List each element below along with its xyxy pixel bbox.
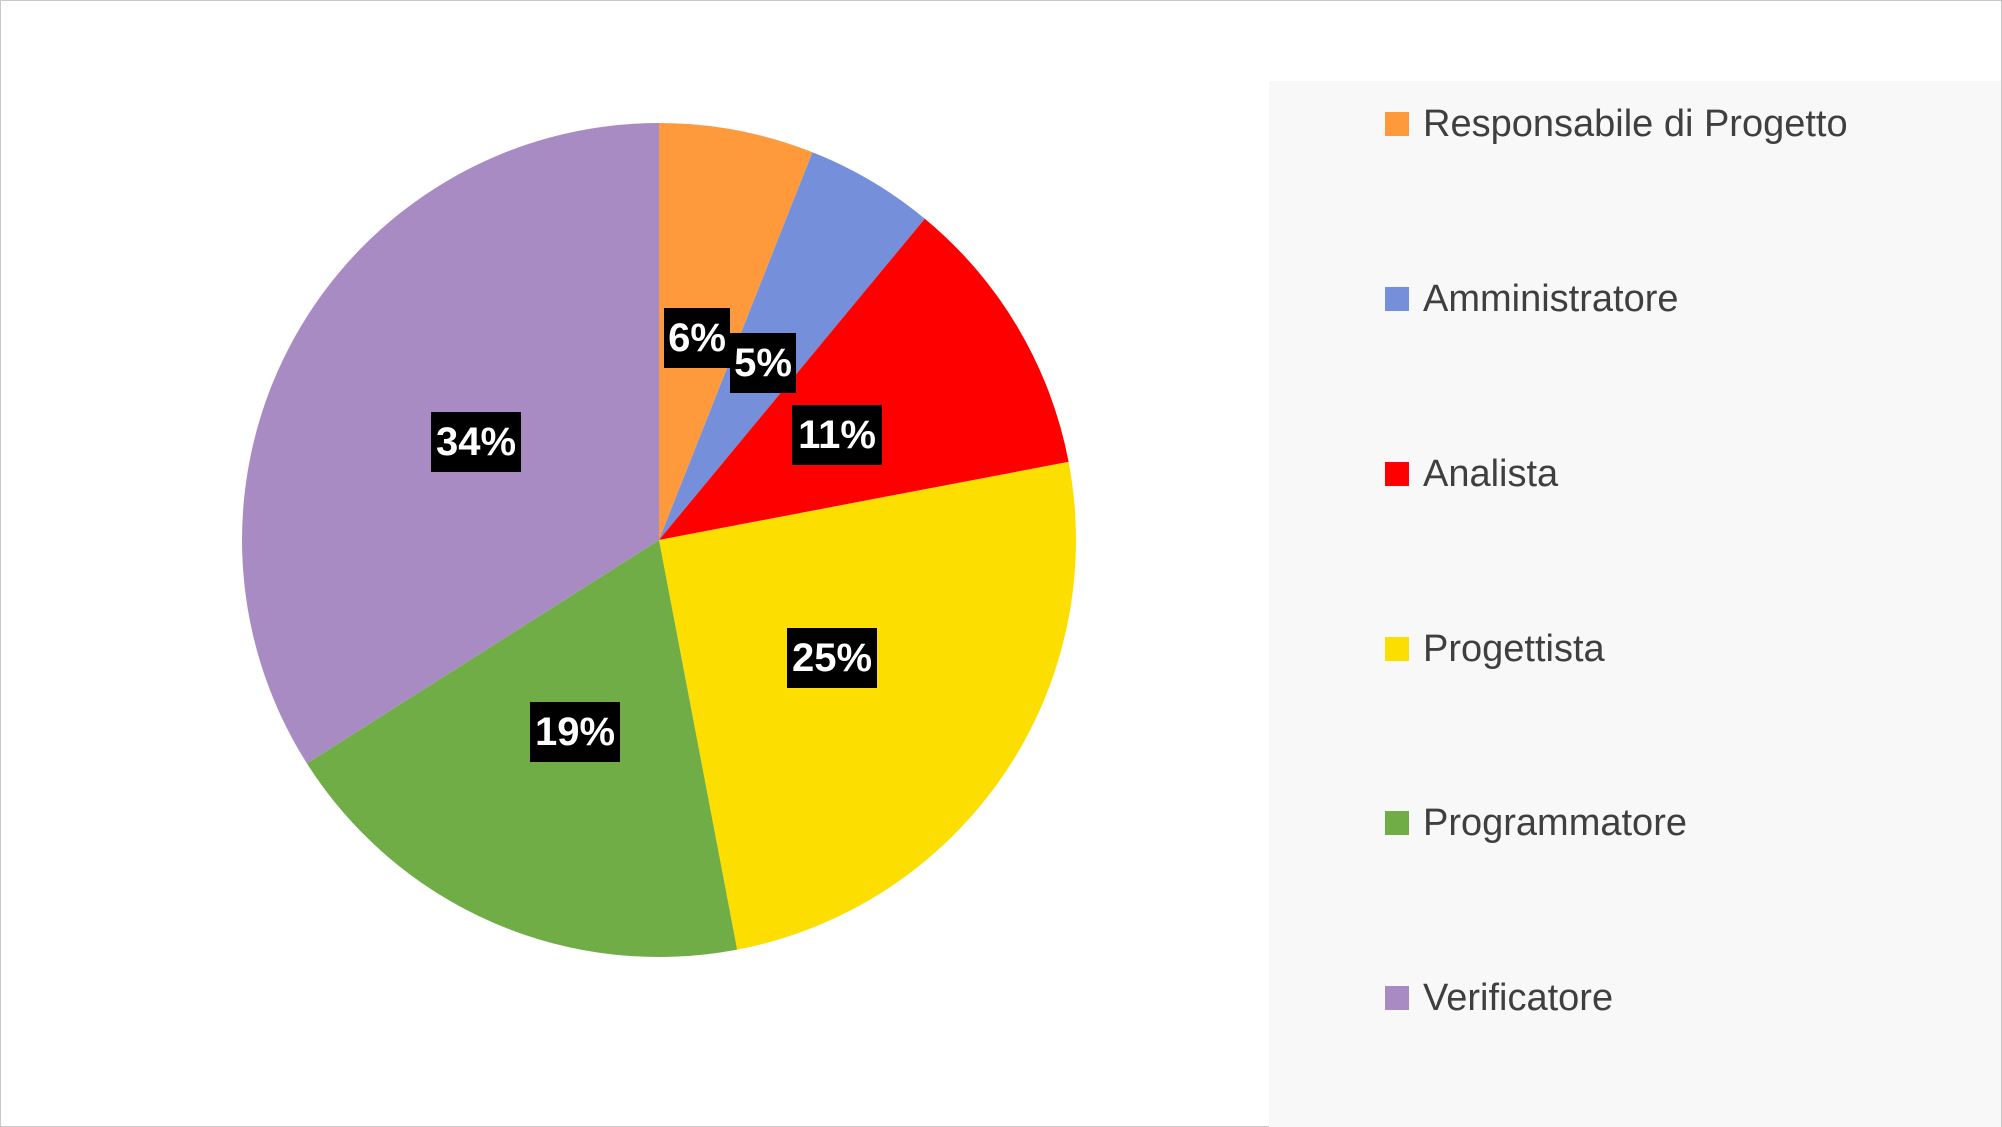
data-label-box xyxy=(431,412,521,472)
legend-label: Analista xyxy=(1423,452,1559,495)
legend-item-amministratore: Amministratore xyxy=(1385,274,1679,324)
data-label-text: 19% xyxy=(535,710,615,754)
legend-label: Responsabile di Progetto xyxy=(1423,102,1848,145)
data-label-box xyxy=(792,405,882,465)
legend-item-programmatore: Programmatore xyxy=(1385,798,1687,848)
legend-item-verificatore: Verificatore xyxy=(1385,973,1613,1023)
data-label-amministratore: 5% xyxy=(730,333,796,393)
legend-label: Verificatore xyxy=(1423,976,1614,1019)
legend-item-progettista: Progettista xyxy=(1385,624,1605,674)
legend-swatch xyxy=(1385,811,1409,835)
data-label-box xyxy=(730,333,796,393)
legend-label: Programmatore xyxy=(1423,801,1687,844)
legend-item-analista: Analista xyxy=(1385,449,1558,499)
data-label-programmatore: 19% xyxy=(530,702,620,762)
legend-label: Progettista xyxy=(1423,627,1605,670)
data-label-box xyxy=(787,628,877,688)
data-label-text: 6% xyxy=(668,316,726,360)
legend-swatch xyxy=(1385,112,1409,136)
data-label-verificatore: 34% xyxy=(431,412,521,472)
legend-swatch xyxy=(1385,287,1409,311)
legend-label: Amministratore xyxy=(1423,277,1679,320)
pie-slice-programmatore xyxy=(306,540,738,957)
pie-slice-analista xyxy=(659,218,1069,540)
data-label-responsabile-di-progetto: 6% xyxy=(664,308,730,368)
legend-item-responsabile-di-progetto: Responsabile di Progetto xyxy=(1385,99,1848,149)
legend: Responsabile di Progetto Amministratore … xyxy=(1269,81,2001,1127)
pie-slice-responsabile-di-progetto xyxy=(659,123,813,540)
pie-slices xyxy=(242,123,1076,957)
pie-data-labels: 6%5%11% 25% 19% 34% xyxy=(431,308,882,762)
data-label-text: 34% xyxy=(436,420,516,464)
pie-slice-progettista xyxy=(659,461,1076,950)
data-label-progettista: 25% xyxy=(787,628,877,688)
data-label-analista: 11% xyxy=(792,405,882,465)
data-label-box xyxy=(530,702,620,762)
data-label-text: 5% xyxy=(734,341,792,385)
legend-swatch xyxy=(1385,462,1409,486)
data-label-text: 11% xyxy=(798,413,876,457)
legend-swatch xyxy=(1385,637,1409,661)
data-label-box xyxy=(664,308,730,368)
data-label-text: 25% xyxy=(792,636,872,680)
legend-swatch xyxy=(1385,986,1409,1010)
